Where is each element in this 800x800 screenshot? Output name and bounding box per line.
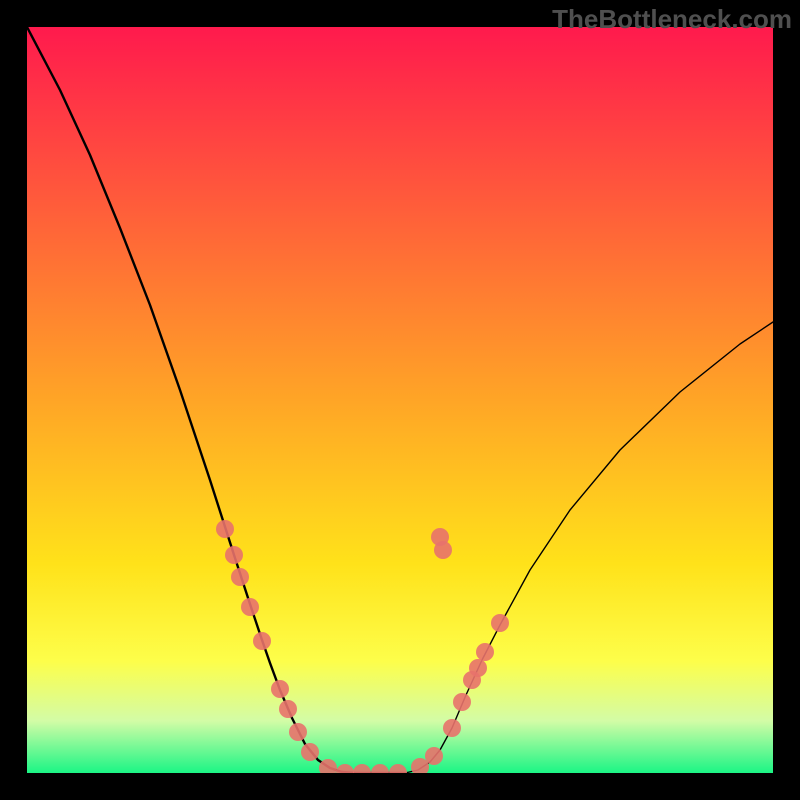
data-marker bbox=[469, 659, 487, 677]
data-marker bbox=[319, 759, 337, 777]
data-marker bbox=[253, 632, 271, 650]
data-marker bbox=[353, 764, 371, 782]
data-marker bbox=[279, 700, 297, 718]
data-marker bbox=[289, 723, 307, 741]
data-marker bbox=[216, 520, 234, 538]
chart-frame: TheBottleneck.com bbox=[0, 0, 800, 800]
data-marker bbox=[491, 614, 509, 632]
data-marker bbox=[434, 541, 452, 559]
data-marker bbox=[476, 643, 494, 661]
data-marker bbox=[453, 693, 471, 711]
bottleneck-curve-segment bbox=[27, 27, 355, 773]
data-marker bbox=[301, 743, 319, 761]
data-marker bbox=[389, 764, 407, 782]
data-marker bbox=[336, 764, 354, 782]
data-marker bbox=[425, 747, 443, 765]
data-marker bbox=[371, 764, 389, 782]
data-marker bbox=[225, 546, 243, 564]
data-marker bbox=[241, 598, 259, 616]
data-marker bbox=[271, 680, 289, 698]
data-marker bbox=[411, 758, 429, 776]
data-marker bbox=[231, 568, 249, 586]
chart-svg bbox=[0, 0, 800, 800]
data-marker bbox=[443, 719, 461, 737]
